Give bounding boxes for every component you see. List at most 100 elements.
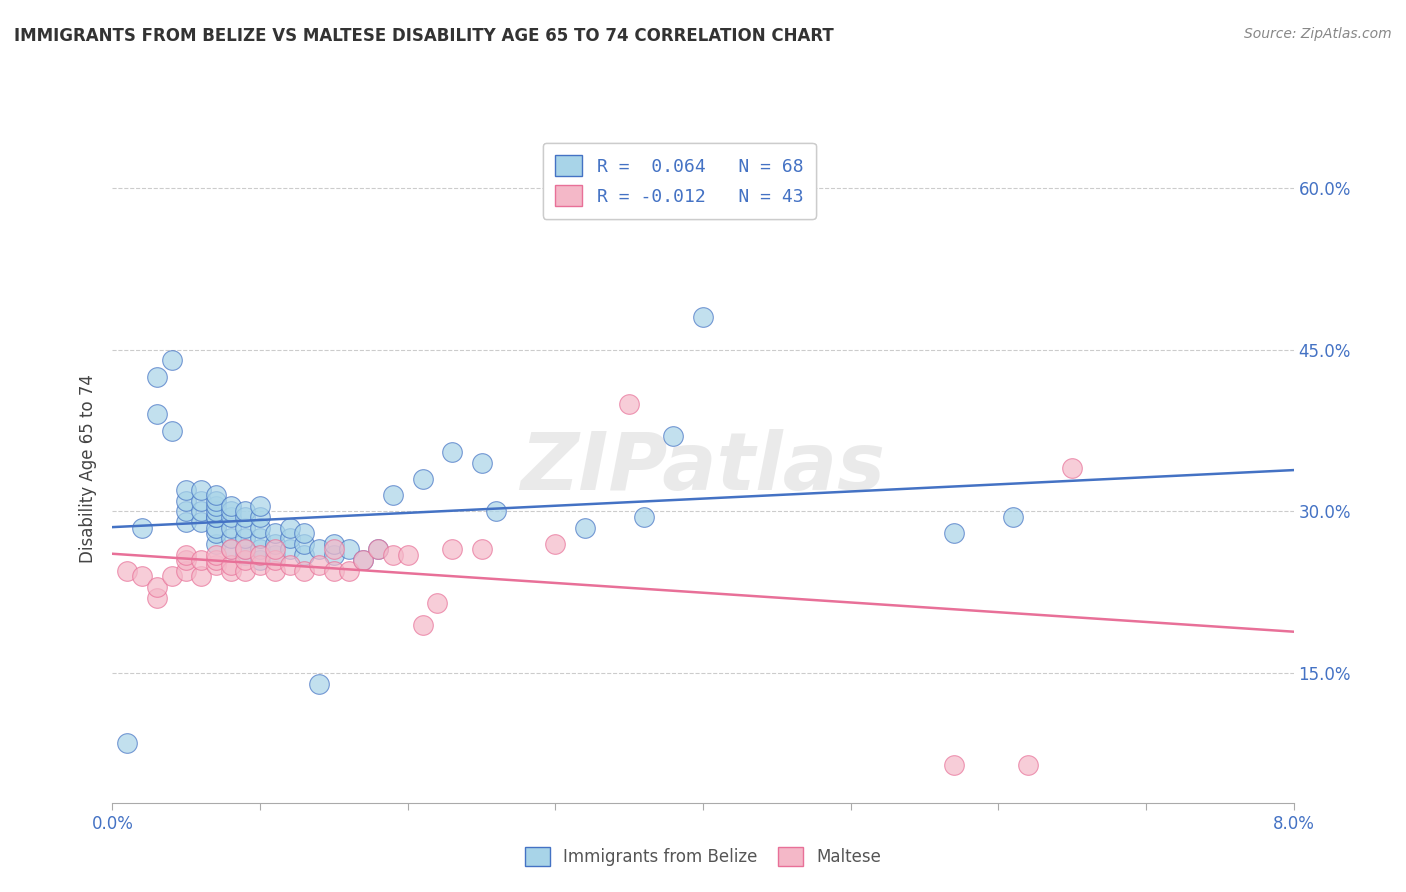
Point [205,509,228,524]
Point [441,445,464,459]
Point [174,548,197,562]
Point [1062,461,1084,475]
Text: ZIPatlas: ZIPatlas [520,429,886,508]
Point [174,504,197,518]
Point [131,521,153,535]
Point [264,542,287,557]
Point [292,548,315,562]
Point [619,396,641,410]
Point [264,553,287,567]
Point [264,526,287,541]
Point [278,542,301,557]
Point [219,564,242,578]
Point [205,493,228,508]
Point [292,537,315,551]
Text: Source: ZipAtlas.com: Source: ZipAtlas.com [1244,27,1392,41]
Point [1017,758,1039,772]
Point [174,553,197,567]
Point [249,542,271,557]
Point [382,488,405,502]
Point [190,515,212,529]
Y-axis label: Disability Age 65 to 74: Disability Age 65 to 74 [79,374,97,563]
Point [205,558,228,573]
Point [633,509,655,524]
Point [412,617,434,632]
Point [367,542,389,557]
Point [471,456,494,470]
Point [278,558,301,573]
Point [278,532,301,546]
Legend: R =  0.064   N = 68, R = -0.012   N = 43: R = 0.064 N = 68, R = -0.012 N = 43 [543,143,815,219]
Point [233,504,256,518]
Point [233,542,256,557]
Point [352,553,374,567]
Point [146,408,169,422]
Point [308,558,330,573]
Point [205,553,228,567]
Point [249,532,271,546]
Point [205,526,228,541]
Point [174,493,197,508]
Text: IMMIGRANTS FROM BELIZE VS MALTESE DISABILITY AGE 65 TO 74 CORRELATION CHART: IMMIGRANTS FROM BELIZE VS MALTESE DISABI… [14,27,834,45]
Point [205,521,228,535]
Point [205,488,228,502]
Point [233,542,256,557]
Point [337,542,360,557]
Point [278,521,301,535]
Point [190,483,212,497]
Point [323,537,346,551]
Point [160,353,183,368]
Point [205,548,228,562]
Point [190,493,212,508]
Point [412,472,434,486]
Point [1001,509,1024,524]
Point [131,569,153,583]
Point [117,736,138,750]
Point [233,548,256,562]
Point [174,564,197,578]
Point [205,537,228,551]
Point [205,499,228,513]
Point [146,591,169,605]
Point [249,548,271,562]
Point [219,532,242,546]
Point [205,504,228,518]
Point [308,677,330,691]
Point [544,537,567,551]
Point [233,532,256,546]
Point [219,521,242,535]
Point [249,553,271,567]
Point [219,504,242,518]
Point [205,509,228,524]
Point [308,542,330,557]
Point [323,564,346,578]
Point [233,521,256,535]
Point [323,542,346,557]
Point [264,548,287,562]
Point [292,564,315,578]
Point [146,369,169,384]
Point [485,504,508,518]
Point [441,542,464,557]
Point [174,483,197,497]
Point [219,509,242,524]
Point [249,558,271,573]
Point [292,526,315,541]
Point [942,758,965,772]
Point [662,429,685,443]
Point [249,499,271,513]
Point [146,580,169,594]
Point [233,553,256,567]
Point [323,548,346,562]
Point [190,569,212,583]
Point [174,515,197,529]
Point [352,553,374,567]
Point [574,521,596,535]
Point [190,553,212,567]
Point [471,542,494,557]
Point [233,509,256,524]
Point [249,521,271,535]
Point [219,542,242,557]
Point [692,310,714,325]
Legend: Immigrants from Belize, Maltese: Immigrants from Belize, Maltese [517,838,889,875]
